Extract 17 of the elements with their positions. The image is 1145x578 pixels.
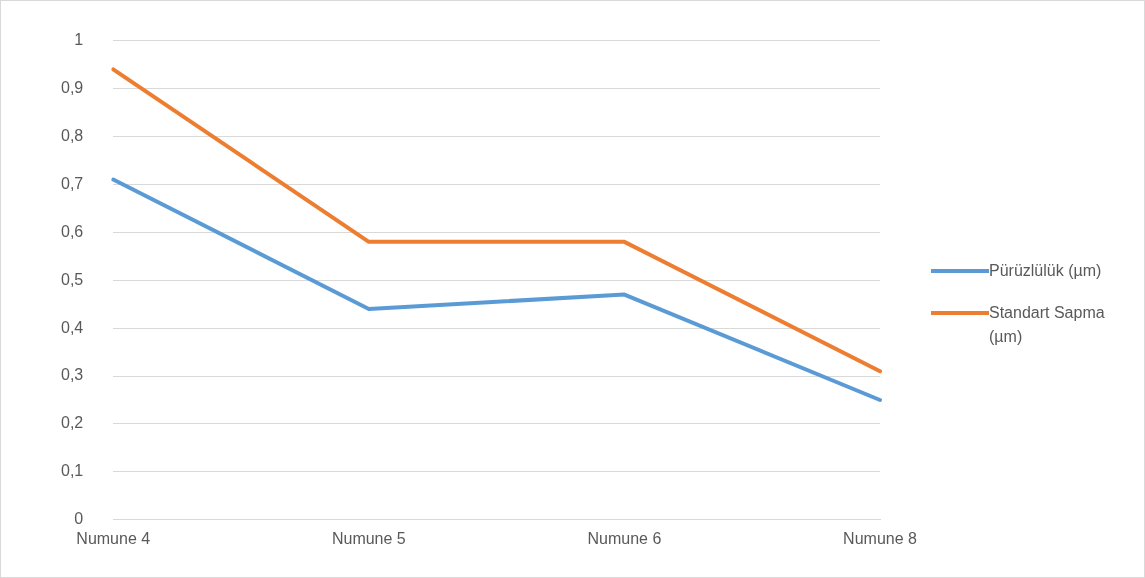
- legend-label: Pürüzlülük (µm): [989, 261, 1103, 281]
- y-tick-label: 0,3: [60, 366, 84, 384]
- legend-label: Standart Sapma (µm): [989, 303, 1106, 347]
- y-tick-label: 0,8: [60, 126, 84, 144]
- y-tick-label: 0,9: [60, 78, 84, 96]
- x-tick-label: Numune 5: [331, 529, 406, 547]
- y-tick-label: 1: [74, 31, 84, 49]
- y-tick-label: 0,4: [60, 318, 84, 336]
- y-tick-label: 0: [74, 510, 84, 528]
- y-tick-label: 0,5: [60, 270, 84, 288]
- y-tick-label: 0,7: [60, 174, 84, 192]
- x-tick-label: Numune 4: [76, 529, 151, 547]
- y-tick-label: 0,2: [60, 414, 84, 432]
- x-tick-label: Numune 8: [843, 529, 918, 547]
- x-tick-label: Numune 6: [587, 529, 662, 547]
- y-tick-label: 0,1: [60, 462, 84, 480]
- y-tick-label: 0,6: [60, 222, 84, 240]
